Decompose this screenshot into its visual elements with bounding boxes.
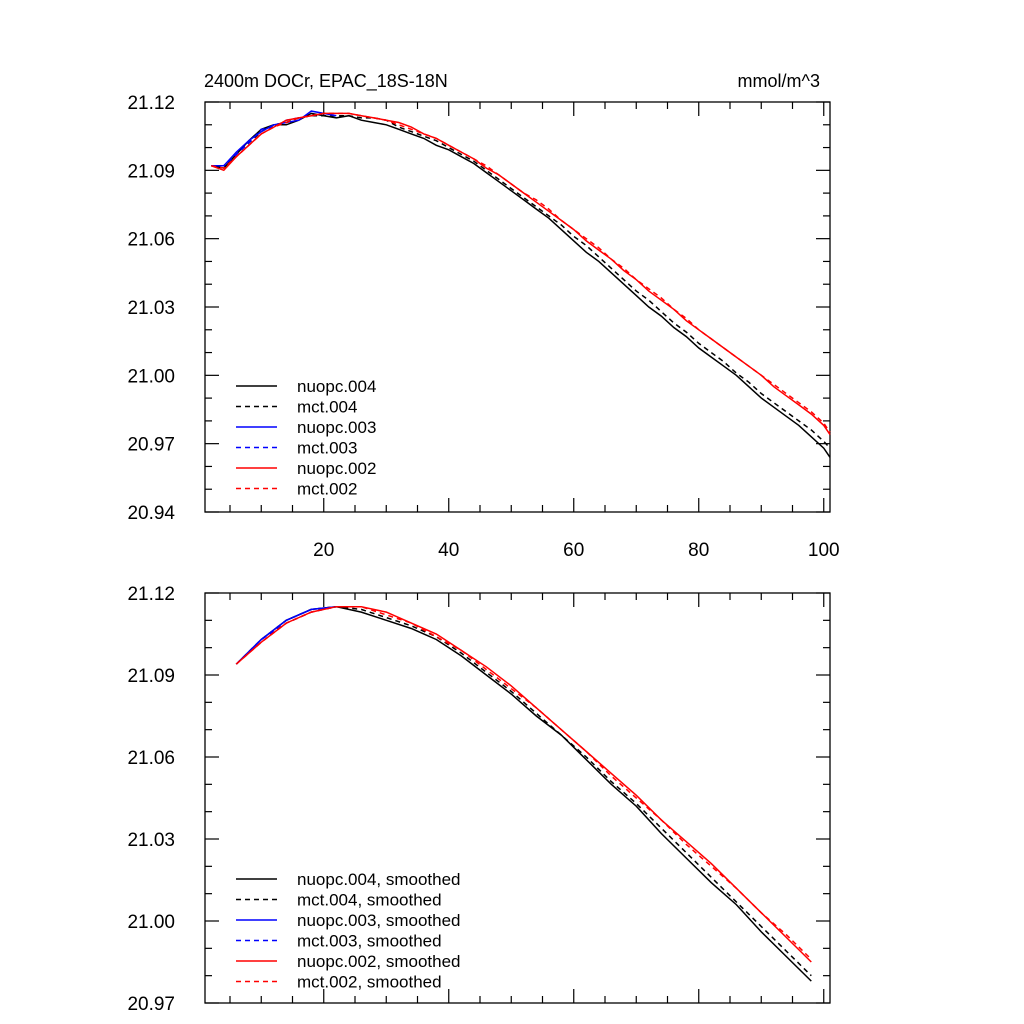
y-tick-label: 21.00 bbox=[127, 366, 175, 387]
plot-frame bbox=[204, 592, 831, 1004]
legend-label: nuopc.003, smoothed bbox=[297, 911, 461, 930]
legend-label: nuopc.002, smoothed bbox=[297, 952, 461, 971]
y-tick-label: 21.03 bbox=[127, 830, 175, 851]
chart-title: 2400m DOCr, EPAC_18S-18N bbox=[204, 71, 448, 92]
legend-label: mct.002, smoothed bbox=[297, 973, 442, 992]
series-line bbox=[235, 605, 812, 977]
legend-label: nuopc.002 bbox=[297, 459, 376, 478]
legend-label: nuopc.004 bbox=[297, 377, 376, 396]
legend-label: nuopc.004, smoothed bbox=[297, 870, 461, 889]
y-tick-label: 21.06 bbox=[127, 230, 175, 251]
top-panel: 21.12 21.09 21.06 21.03 21.00 20.97 20.94 20 40 6… bbox=[127, 93, 839, 561]
series-line bbox=[235, 605, 812, 963]
legend-label: mct.004, smoothed bbox=[297, 891, 442, 910]
legend-label: mct.003 bbox=[297, 439, 357, 458]
x-tick-label: 80 bbox=[688, 540, 709, 561]
y-tick-label: 21.12 bbox=[127, 584, 175, 605]
y-tick-label: 21.06 bbox=[127, 748, 175, 769]
x-tick-label: 100 bbox=[808, 540, 840, 561]
series-line bbox=[235, 605, 337, 665]
series-line bbox=[235, 605, 337, 665]
legend-label: mct.004 bbox=[297, 398, 357, 417]
legend-label: mct.003, smoothed bbox=[297, 932, 442, 951]
bottom-panel: 21.12 21.09 21.06 21.03 21.00 20.97 nuopc.004,… bbox=[127, 584, 831, 1015]
legend-label: mct.002 bbox=[297, 480, 357, 499]
y-tick-label: 20.94 bbox=[127, 503, 175, 524]
legend-label: nuopc.003 bbox=[297, 418, 376, 437]
y-tick-label: 21.03 bbox=[127, 298, 175, 319]
x-tick-label: 60 bbox=[563, 540, 584, 561]
x-tick-label: 40 bbox=[438, 540, 459, 561]
y-tick-label: 21.12 bbox=[127, 93, 175, 114]
y-tick-label: 21.09 bbox=[127, 161, 175, 182]
series-line bbox=[235, 605, 812, 960]
y-tick-label: 21.00 bbox=[127, 912, 175, 933]
series-line bbox=[211, 112, 831, 433]
series-line bbox=[211, 114, 831, 449]
series-line bbox=[211, 112, 831, 458]
chart-units-label: mmol/m^3 bbox=[738, 71, 820, 91]
y-tick-label: 21.09 bbox=[127, 666, 175, 687]
series-line bbox=[211, 110, 337, 167]
y-tick-label: 20.97 bbox=[127, 994, 175, 1015]
y-tick-label: 20.97 bbox=[127, 435, 175, 456]
x-tick-label: 20 bbox=[313, 540, 334, 561]
